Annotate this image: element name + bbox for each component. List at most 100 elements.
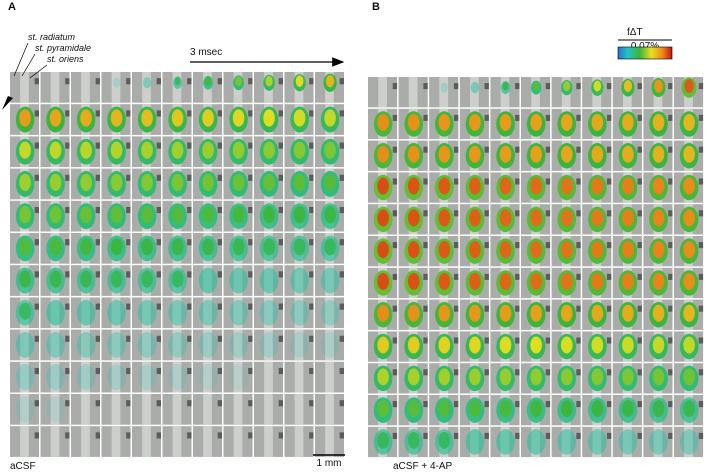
- activity-outer: [137, 332, 157, 358]
- tissue-edge: [34, 239, 39, 246]
- tissue-edge: [484, 114, 489, 121]
- activity-inner: [622, 177, 634, 195]
- arrowhead: [2, 96, 13, 110]
- tissue-edge: [637, 242, 642, 249]
- tissue-edge: [606, 83, 612, 90]
- tissue-edge: [606, 146, 612, 153]
- activity-inner: [263, 173, 275, 192]
- tissue-edge: [34, 110, 39, 117]
- activity-outer: [76, 299, 96, 326]
- tissue-edge: [187, 206, 192, 214]
- activity-outer: [320, 299, 340, 326]
- activity-inner: [683, 400, 695, 418]
- activity-inner: [469, 209, 481, 227]
- tissue-edge: [484, 337, 489, 344]
- tissue-edge: [515, 305, 520, 312]
- activity-inner: [530, 209, 542, 227]
- activity-outer: [440, 82, 449, 93]
- activity-inner: [469, 304, 481, 322]
- activity-inner: [652, 209, 665, 227]
- tissue-edge: [545, 146, 551, 153]
- tissue-band: [50, 361, 60, 393]
- tissue-edge: [217, 239, 222, 246]
- activity-inner: [141, 109, 153, 127]
- activity-outer: [259, 267, 279, 294]
- tissue-edge: [156, 335, 161, 342]
- tissue-edge: [309, 367, 314, 375]
- tissue-edge: [576, 273, 581, 280]
- activity-inner: [622, 272, 634, 290]
- tissue-edge: [576, 210, 581, 217]
- tissue-edge: [576, 242, 581, 249]
- tissue-edge: [606, 273, 612, 280]
- activity-outer: [465, 429, 485, 455]
- activity-outer: [137, 364, 157, 391]
- tissue-edge: [156, 400, 161, 407]
- tissue-band: [264, 394, 273, 425]
- tissue-edge: [515, 83, 520, 90]
- tissue-edge: [453, 83, 459, 90]
- tissue-edge: [65, 174, 70, 181]
- tissue-edge: [309, 206, 314, 214]
- tissue-edge: [339, 303, 344, 310]
- activity-inner: [232, 238, 245, 256]
- tissue-edge: [576, 305, 581, 312]
- tissue-edge: [95, 400, 100, 407]
- tissue-edge: [637, 210, 642, 217]
- tissue-band: [20, 394, 29, 425]
- activity-inner: [80, 270, 92, 288]
- tissue-edge: [545, 178, 551, 185]
- tissue-band: [172, 394, 182, 425]
- activity-outer: [107, 332, 126, 358]
- activity-inner: [377, 304, 389, 322]
- activity-inner: [683, 272, 695, 290]
- activity-inner: [49, 141, 62, 159]
- activity-outer: [229, 267, 248, 294]
- activity-inner: [591, 272, 604, 290]
- activity-inner: [202, 109, 214, 127]
- activity-inner: [469, 113, 481, 131]
- tissue-edge: [34, 432, 39, 439]
- tissue-edge: [392, 178, 398, 185]
- tissue-edge: [34, 303, 39, 310]
- tissue-edge: [637, 401, 642, 408]
- tissue-edge: [698, 210, 704, 217]
- tissue-edge: [392, 432, 398, 439]
- tissue-edge: [248, 78, 253, 85]
- tissue-edge: [187, 78, 192, 85]
- tissue-edge: [606, 401, 612, 408]
- tissue-edge: [698, 273, 704, 280]
- tissue-edge: [278, 271, 283, 278]
- activity-inner: [171, 238, 184, 256]
- tissue-edge: [126, 110, 131, 117]
- tissue-edge: [126, 335, 131, 342]
- tissue-edge: [339, 400, 344, 407]
- tissue-edge: [515, 178, 520, 185]
- activity-inner: [499, 272, 512, 290]
- tissue-edge: [637, 369, 642, 376]
- tissue-band: [233, 394, 243, 425]
- activity-outer: [107, 364, 126, 391]
- tissue-edge: [156, 367, 161, 375]
- activity-outer: [46, 332, 65, 358]
- activity-inner: [263, 206, 275, 224]
- activity-inner: [407, 113, 420, 131]
- tissue-edge: [606, 337, 612, 344]
- tissue-edge: [423, 432, 428, 439]
- tissue-edge: [34, 367, 39, 375]
- tissue-band: [684, 426, 693, 458]
- image-grids: [10, 72, 704, 458]
- tissue-edge: [698, 432, 704, 439]
- activity-inner: [171, 109, 184, 127]
- tissue-edge: [339, 367, 344, 375]
- tissue-edge: [698, 401, 704, 408]
- tissue-edge: [309, 335, 314, 342]
- tissue-edge: [484, 432, 489, 439]
- activity-inner: [499, 336, 512, 354]
- tissue-edge: [217, 335, 222, 342]
- activity-outer: [229, 364, 248, 391]
- activity-inner: [622, 145, 634, 163]
- activity-inner: [530, 336, 542, 354]
- pointer-line: [29, 64, 48, 79]
- tissue-edge: [309, 239, 314, 246]
